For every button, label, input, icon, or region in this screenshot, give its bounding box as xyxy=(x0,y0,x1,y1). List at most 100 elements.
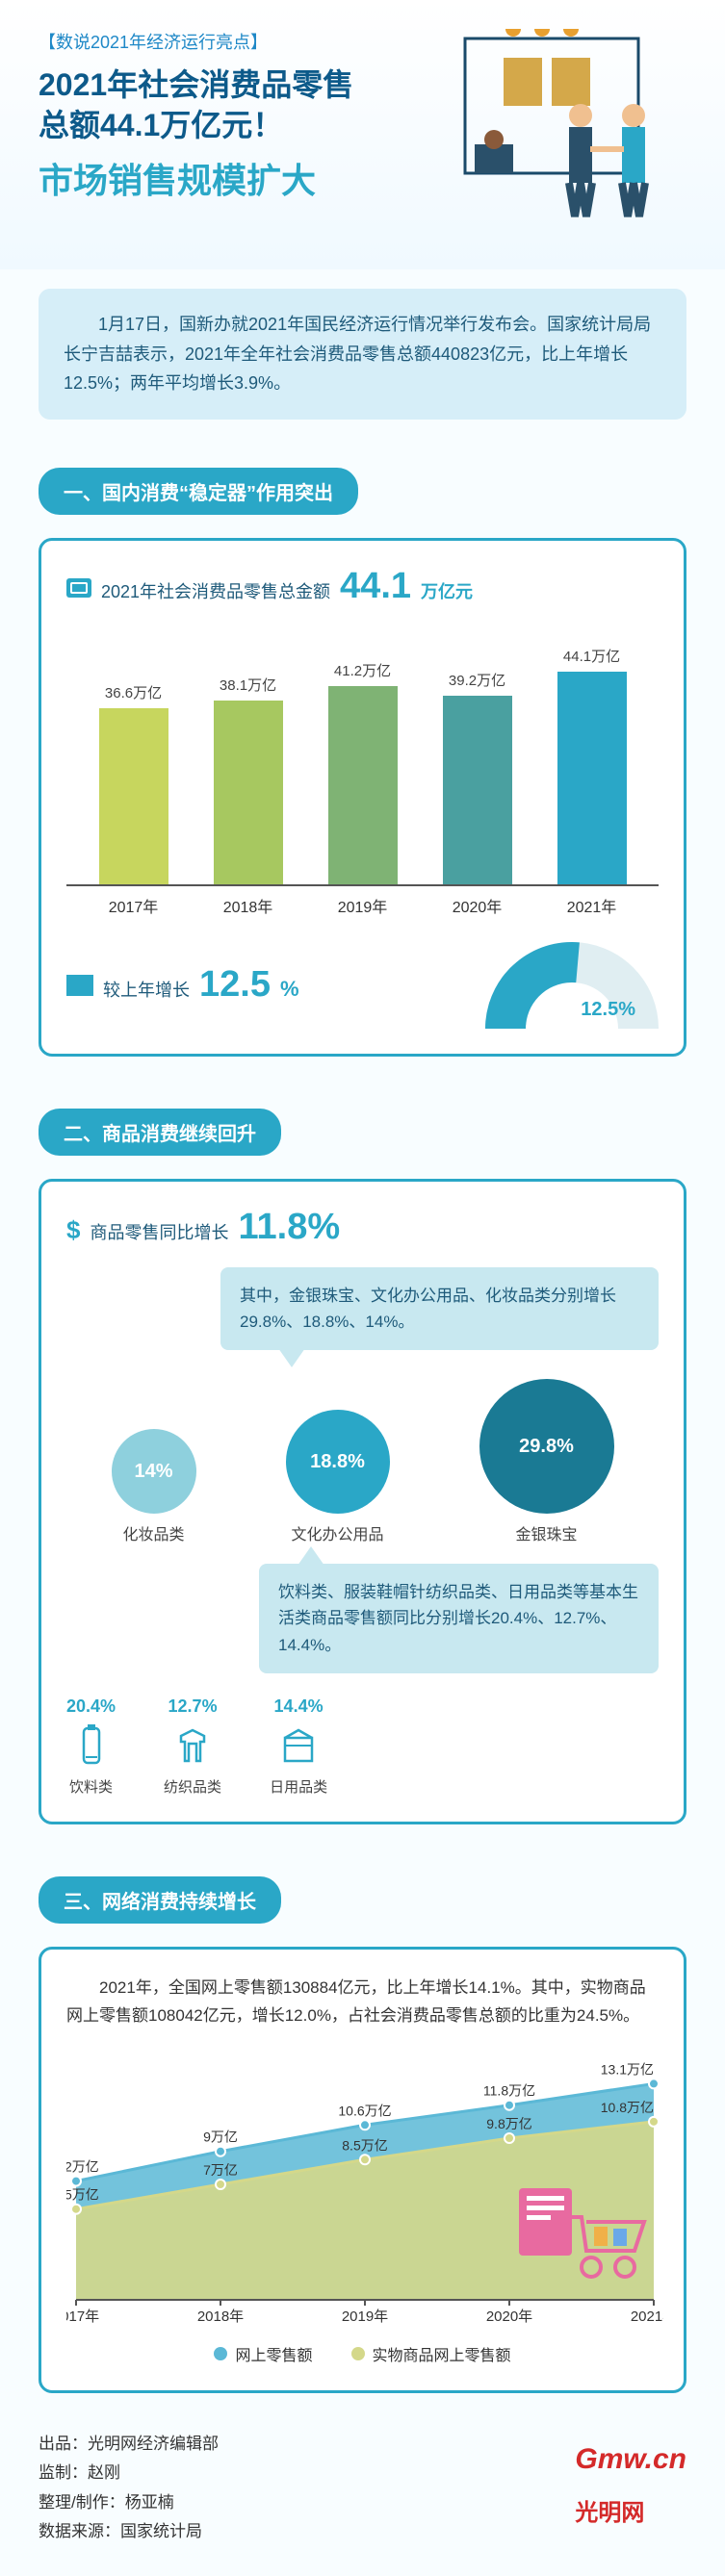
section1-title: 一、国内消费“稳定器”作用突出 xyxy=(39,468,358,515)
bar-value-label: 38.1万亿 xyxy=(220,675,276,695)
legend-label: 实物商品网上零售额 xyxy=(373,2342,511,2365)
bar-rect xyxy=(443,696,512,884)
section3-panel: 2021年，全国网上零售额130884亿元，比上年增长14.1%。其中，实物商品… xyxy=(39,1947,686,2393)
logo-en: Gmw.cn xyxy=(575,2443,686,2475)
icon-stat: 12.7% 纺织品类 xyxy=(164,1696,221,1797)
section1-panel: 2021年社会消费品零售总金额 44.1 万亿元 36.6万亿 38.1万亿 4… xyxy=(39,538,686,1057)
infographic-page: 【数说2021年经济运行亮点】 2021年社会消费品零售 总额44.1万亿元！ … xyxy=(0,0,725,2576)
dollar-icon: $ xyxy=(66,1215,80,1245)
svg-text:5.5万亿: 5.5万亿 xyxy=(66,2186,99,2202)
bar-column: 39.2万亿 xyxy=(439,670,516,884)
bar-rect xyxy=(99,708,168,884)
header: 【数说2021年经济运行亮点】 2021年社会消费品零售 总额44.1万亿元！ … xyxy=(0,0,725,269)
callout-bottom: 饮料类、服装鞋帽针纺织品类、日用品类等基本生活类商品零售额同比分别增长20.4%… xyxy=(259,1564,659,1673)
logo-cn: 光明网 xyxy=(575,2500,644,2526)
icon-stat: 20.4% 饮料类 xyxy=(66,1696,116,1797)
callout-top-text: 其中，金银珠宝、文化办公用品、化妆品类分别增长29.8%、18.8%、14%。 xyxy=(240,1287,616,1331)
svg-text:9万亿: 9万亿 xyxy=(203,2129,238,2144)
bar-value-label: 39.2万亿 xyxy=(449,670,505,690)
svg-text:8.5万亿: 8.5万亿 xyxy=(342,2137,387,2153)
icon-pct: 12.7% xyxy=(168,1696,218,1717)
legend-item: 实物商品网上零售额 xyxy=(351,2342,511,2365)
bar-chart: 36.6万亿 38.1万亿 41.2万亿 39.2万亿 44.1万亿 xyxy=(66,626,659,886)
shopping-illustration xyxy=(509,2179,654,2284)
section2-title: 二、商品消费继续回升 xyxy=(39,1109,281,1156)
svg-text:9.8万亿: 9.8万亿 xyxy=(486,2116,531,2131)
x-tick-label: 2017年 xyxy=(95,894,172,917)
bar-value-label: 36.6万亿 xyxy=(105,682,162,702)
section3-intro: 2021年，全国网上零售额130884亿元，比上年增长14.1%。其中，实物商品… xyxy=(66,1975,659,2030)
gmw-logo: Gmw.cn 光明网 xyxy=(575,2434,686,2538)
svg-text:2021年: 2021年 xyxy=(631,2308,663,2325)
x-tick-label: 2020年 xyxy=(439,894,516,917)
legend-item: 网上零售额 xyxy=(214,2342,312,2365)
bar-value-label: 41.2万亿 xyxy=(334,660,391,680)
intro-paragraph: 1月17日，国新办就2021年国民经济运行情况举行发布会。国家统计局局长宁吉喆表… xyxy=(39,289,686,420)
bar-rect xyxy=(557,672,627,884)
svg-text:2019年: 2019年 xyxy=(342,2308,388,2325)
s2-stat-value: 11.8% xyxy=(238,1207,340,1248)
register-icon xyxy=(66,975,93,996)
bubble-label: 化妆品类 xyxy=(122,1521,184,1544)
x-tick-label: 2019年 xyxy=(324,894,401,917)
bubble-label: 金银珠宝 xyxy=(515,1521,577,1544)
section2-stat: $ 商品零售同比增长 11.8% xyxy=(66,1207,659,1248)
x-tick-label: 2021年 xyxy=(554,894,631,917)
legend-dot xyxy=(351,2347,365,2360)
bar-column: 41.2万亿 xyxy=(324,660,401,884)
bubble-item: 14% 化妆品类 xyxy=(112,1429,196,1544)
bubble-circle: 14% xyxy=(112,1429,196,1514)
bar-rect xyxy=(214,701,283,884)
section2-panel: $ 商品零售同比增长 11.8% 其中，金银珠宝、文化办公用品、化妆品类分别增长… xyxy=(39,1179,686,1824)
bar-column: 36.6万亿 xyxy=(95,682,172,884)
bar-value-label: 44.1万亿 xyxy=(563,646,620,666)
category-icon xyxy=(173,1722,212,1771)
area-chart: 7.2万亿9万亿10.6万亿11.8万亿13.1万亿5.5万亿7万亿8.5万亿9… xyxy=(66,2050,663,2329)
growth-pct: % xyxy=(280,977,299,1002)
bubble-chart: 14% 化妆品类 18.8% 文化办公用品 29.8% 金银珠宝 xyxy=(66,1379,659,1544)
x-tick-label: 2018年 xyxy=(210,894,287,917)
money-icon xyxy=(66,578,91,598)
icon-pct: 20.4% xyxy=(66,1696,116,1717)
bubble-item: 18.8% 文化办公用品 xyxy=(286,1410,390,1544)
growth-label: 较上年增长 xyxy=(103,977,190,1002)
icon-pct: 14.4% xyxy=(274,1696,324,1717)
icon-label: 饮料类 xyxy=(69,1776,113,1797)
growth-value: 12.5 xyxy=(199,964,271,1006)
callout-top: 其中，金银珠宝、文化办公用品、化妆品类分别增长29.8%、18.8%、14%。 xyxy=(220,1267,659,1350)
svg-text:7.2万亿: 7.2万亿 xyxy=(66,2158,99,2174)
growth-row: 较上年增长 12.5 % 12.5% xyxy=(66,942,659,1029)
svg-text:10.6万亿: 10.6万亿 xyxy=(338,2103,391,2118)
icon-stats-row: 20.4% 饮料类 12.7% 纺织品类 14.4% 日用品类 xyxy=(66,1696,659,1797)
chart-legend: 网上零售额 实物商品网上零售额 xyxy=(66,2342,659,2365)
bubble-circle: 18.8% xyxy=(286,1410,390,1514)
stat-value: 44.1 xyxy=(340,566,411,607)
gauge-chart: 12.5% xyxy=(485,942,659,1029)
category-icon xyxy=(279,1722,318,1771)
icon-label: 纺织品类 xyxy=(164,1776,221,1797)
category-icon xyxy=(72,1722,111,1771)
handshake-illustration xyxy=(446,29,696,221)
legend-dot xyxy=(214,2347,227,2360)
bubble-circle: 29.8% xyxy=(479,1379,614,1514)
s2-stat-label: 商品零售同比增长 xyxy=(90,1219,228,1244)
svg-text:7万亿: 7万亿 xyxy=(203,2162,238,2178)
icon-label: 日用品类 xyxy=(270,1776,327,1797)
callout-bottom-text: 饮料类、服装鞋帽针纺织品类、日用品类等基本生活类商品零售额同比分别增长20.4%… xyxy=(278,1583,638,1653)
stat-unit: 万亿元 xyxy=(421,578,473,603)
bar-column: 44.1万亿 xyxy=(554,646,631,884)
bar-column: 38.1万亿 xyxy=(210,675,287,884)
stat-label: 2021年社会消费品零售总金额 xyxy=(101,578,330,603)
gauge-label: 12.5% xyxy=(581,999,635,1021)
bar-rect xyxy=(328,686,398,884)
section1-stat: 2021年社会消费品零售总金额 44.1 万亿元 xyxy=(66,566,659,607)
icon-stat: 14.4% 日用品类 xyxy=(270,1696,327,1797)
bar-x-axis: 2017年 2018年 2019年 2020年 2021年 xyxy=(66,886,659,917)
svg-text:10.8万亿: 10.8万亿 xyxy=(601,2099,654,2114)
bubble-label: 文化办公用品 xyxy=(291,1521,383,1544)
svg-text:2018年: 2018年 xyxy=(197,2308,244,2325)
section3-title: 三、网络消费持续增长 xyxy=(39,1876,281,1924)
svg-text:11.8万亿: 11.8万亿 xyxy=(483,2082,535,2098)
bubble-item: 29.8% 金银珠宝 xyxy=(479,1379,614,1544)
svg-text:2020年: 2020年 xyxy=(486,2308,532,2325)
